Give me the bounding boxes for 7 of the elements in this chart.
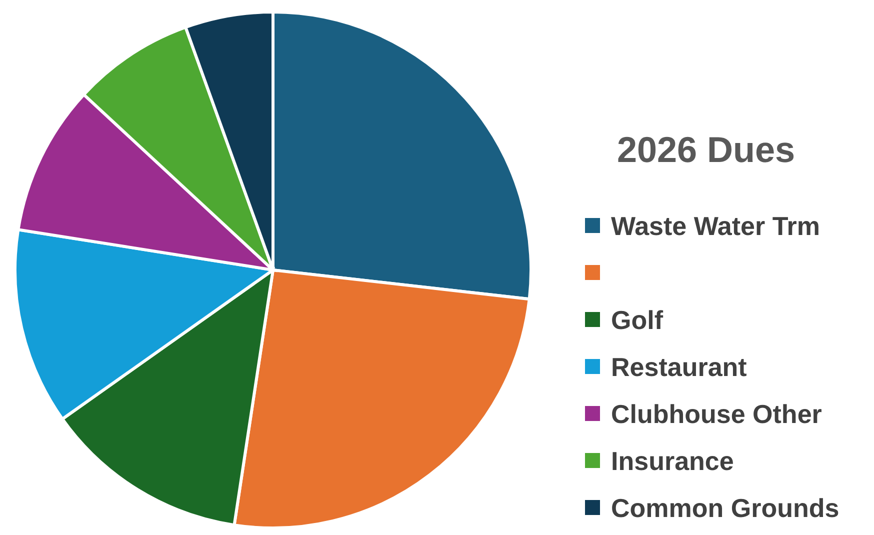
legend-label: Clubhouse Other xyxy=(611,399,822,429)
legend-label: Insurance xyxy=(611,446,734,476)
legend-label: Waste Water Trm xyxy=(611,211,820,241)
legend-label: Common Grounds xyxy=(611,493,840,523)
legend-label: Restaurant xyxy=(611,352,748,382)
text: 2026 Dues xyxy=(616,129,796,170)
legend-label: Golf xyxy=(611,305,664,335)
